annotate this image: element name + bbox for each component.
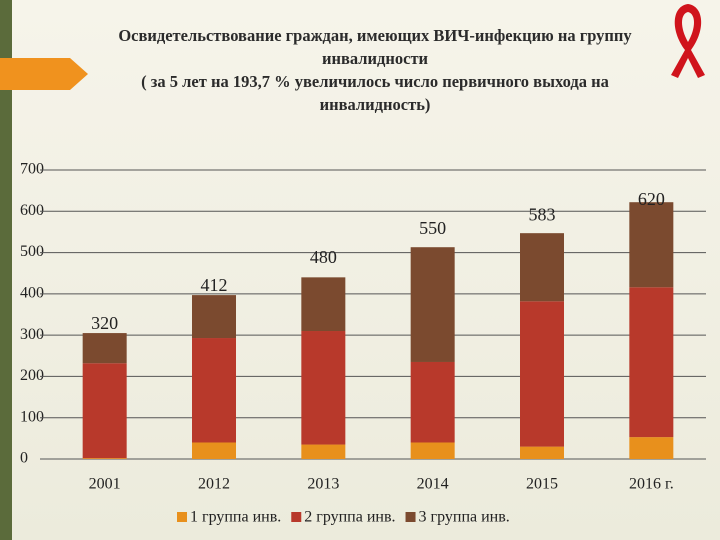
bar-segment — [520, 233, 564, 302]
bar-segment — [82, 363, 127, 459]
x-tick-label: 2013 — [307, 476, 339, 493]
annotation: 620 — [638, 189, 665, 209]
annotation: 583 — [529, 204, 556, 224]
bar-segment — [192, 338, 236, 443]
x-tick-label: 2016 г. — [629, 476, 674, 493]
y-tick-label: 300 — [20, 326, 44, 343]
annotation: 412 — [201, 275, 228, 295]
annotation: 320 — [91, 313, 118, 333]
side-strip — [0, 0, 12, 540]
y-tick-label: 100 — [20, 408, 44, 425]
annotation: 480 — [310, 247, 337, 267]
legend-swatch — [291, 512, 302, 522]
legend-label: 2 группа инв. — [304, 509, 395, 526]
bar-segment — [629, 202, 674, 288]
chart-title: Освидетельствование граждан, имеющих ВИЧ… — [118, 26, 632, 68]
x-tick-label: 2015 — [526, 476, 558, 493]
arrow-decoration — [0, 58, 88, 90]
bar-segment — [410, 442, 455, 459]
x-tick-label: 2012 — [198, 476, 230, 493]
x-tick-label: 2014 — [417, 476, 449, 493]
bar-segment — [520, 301, 564, 447]
annotation: 550 — [419, 218, 446, 238]
ribbon-icon — [671, 4, 705, 78]
bar-segment — [410, 361, 455, 443]
bar-segment — [192, 442, 236, 459]
title-block: Освидетельствование граждан, имеющих ВИЧ… — [95, 24, 655, 116]
x-tick-label: 2001 — [89, 476, 121, 493]
y-tick-label: 500 — [20, 243, 44, 260]
y-tick-label: 700 — [20, 161, 44, 178]
bar-segment — [301, 277, 346, 332]
legend-label: 3 группа инв. — [419, 509, 510, 526]
y-tick-label: 400 — [20, 285, 44, 302]
bar-segment — [520, 446, 564, 459]
y-tick-label: 600 — [20, 202, 44, 219]
legend-swatch — [405, 512, 416, 522]
y-tick-label: 200 — [20, 367, 44, 384]
chart-subtitle: ( за 5 лет на 193,7 % увеличилось число … — [141, 72, 609, 114]
bar-segment — [82, 333, 127, 364]
bar-segment — [629, 437, 674, 459]
bar-segment — [82, 458, 127, 459]
bar-segment — [629, 287, 674, 438]
legend-label: 1 группа инв. — [190, 509, 281, 526]
bar-segment — [301, 331, 346, 445]
bar-segment — [410, 247, 455, 362]
y-tick-label: 0 — [20, 450, 28, 467]
legend-swatch — [177, 512, 187, 522]
bar-segment — [301, 444, 346, 459]
bar-segment — [192, 295, 236, 339]
